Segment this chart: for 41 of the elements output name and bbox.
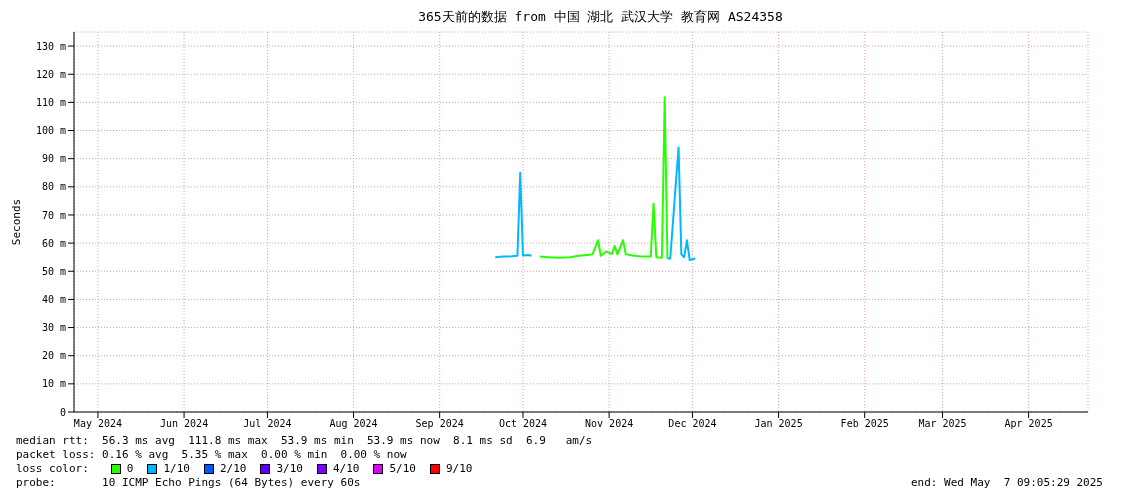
y-tick-label: 20 m bbox=[41, 350, 66, 362]
legend-label: 9/10 bbox=[445, 462, 473, 476]
x-tick-label: May 2024 bbox=[73, 418, 123, 430]
legend-label: 2/10 bbox=[219, 462, 247, 476]
text: median rtt: 56.3 ms avg 111.8 ms max 53.9 ms min 53.9 ms now 8.1 ms sd 6.9 am/s bbox=[16, 434, 594, 448]
legend-title: loss color: bbox=[16, 462, 89, 476]
x-tick-label: Sep 2024 bbox=[415, 418, 464, 430]
x-tick-label: Apr 2025 bbox=[1004, 418, 1053, 430]
x-tick-label: Nov 2024 bbox=[585, 418, 634, 430]
y-tick-label: 110 m bbox=[35, 96, 66, 108]
text: end: Wed May 7 09:05:29 2025 bbox=[910, 476, 1104, 490]
x-tick-label: Feb 2025 bbox=[840, 418, 889, 430]
x-tick-label: Oct 2024 bbox=[498, 418, 548, 430]
y-tick-label: 50 m bbox=[41, 265, 66, 277]
text: packet loss: 0.16 % avg 5.35 % max 0.00 % min 0.00 % now bbox=[16, 448, 408, 462]
y-tick-label: 10 m bbox=[41, 378, 66, 390]
x-tick-label: Aug 2024 bbox=[329, 418, 378, 430]
x-tick-label: Jul 2024 bbox=[243, 418, 292, 430]
y-tick-label: 70 m bbox=[41, 209, 66, 221]
y-tick-label: 80 m bbox=[41, 181, 66, 193]
x-tick-label: Jun 2024 bbox=[159, 418, 209, 430]
y-tick-label: 60 m bbox=[41, 237, 66, 249]
y-axis-title: Seconds bbox=[9, 198, 23, 246]
legend-label: 0 bbox=[126, 462, 134, 476]
legend-label: 4/10 bbox=[332, 462, 360, 476]
x-tick-label: Mar 2025 bbox=[918, 418, 967, 430]
y-tick-label: 90 m bbox=[41, 153, 66, 165]
y-tick-label: 40 m bbox=[41, 293, 66, 305]
text: probe: 10 ICMP Echo Pings (64 Bytes) every 60s bbox=[16, 476, 361, 490]
legend-label: 3/10 bbox=[276, 462, 303, 476]
x-tick-label: Jan 2025 bbox=[754, 418, 803, 430]
y-tick-label: 100 m bbox=[35, 125, 66, 137]
y-tick-label: 0 bbox=[59, 406, 66, 418]
y-tick-label: 120 m bbox=[35, 68, 66, 80]
line-series bbox=[538, 96, 669, 260]
x-tick-label: Dec 2024 bbox=[668, 418, 717, 430]
y-tick-label: 130 m bbox=[35, 40, 66, 52]
legend-label: 5/10 bbox=[389, 462, 416, 476]
chart-title: 365天前的数据 from 中国 湖北 武汉大学 教育网 AS24358 bbox=[417, 8, 784, 26]
y-tick-label: 30 m bbox=[41, 322, 66, 334]
legend-label: 1/10 bbox=[163, 462, 190, 476]
